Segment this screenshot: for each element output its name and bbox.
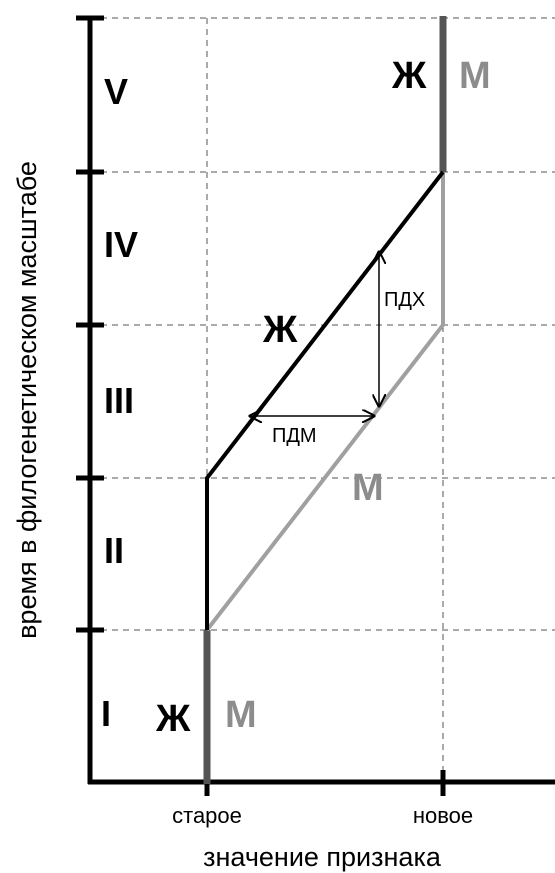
male-label-bottom: М <box>225 694 257 736</box>
period-label-1: I <box>101 693 111 734</box>
male-label-diagonal: М <box>352 467 384 509</box>
female-lineage <box>205 170 445 630</box>
y-ticks <box>76 15 104 633</box>
period-label-5: V <box>104 71 128 112</box>
female-label-bottom: Ж <box>155 698 191 740</box>
x-tick-label-old: старое <box>172 803 242 828</box>
male-lineage <box>205 172 445 632</box>
male-label-top: М <box>459 55 491 97</box>
y-axis-title: время в филогенетическом масштабе <box>12 161 42 639</box>
period-label-4: IV <box>104 224 138 265</box>
period-label-2: II <box>104 530 124 571</box>
period-label-3: III <box>104 380 134 421</box>
horizontal-gridlines <box>90 17 555 631</box>
female-label-top: Ж <box>391 55 427 97</box>
pdh-label: ПДХ <box>384 289 425 311</box>
pdm-label: ПДМ <box>272 425 317 447</box>
x-tick-label-new: новое <box>413 803 473 828</box>
female-label-diagonal: Ж <box>262 309 298 351</box>
x-axis-title: значение признака <box>203 842 442 872</box>
axes <box>87 16 555 785</box>
vertical-gridlines <box>206 18 444 782</box>
